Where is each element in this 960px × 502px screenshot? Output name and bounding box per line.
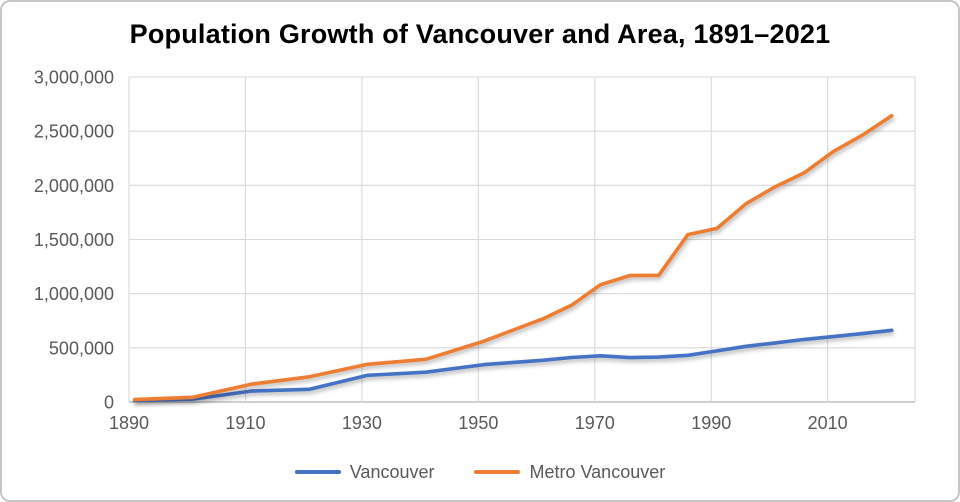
x-axis-tick-label: 1910: [225, 413, 265, 433]
x-axis-tick-label: 2010: [808, 413, 848, 433]
y-axis-tick-label: 500,000: [49, 338, 114, 358]
legend-label-metro-vancouver: Metro Vancouver: [529, 461, 666, 482]
x-axis-tick-label: 1890: [109, 413, 149, 433]
x-axis-tick-label: 1930: [342, 413, 382, 433]
x-axis-tick-label: 1950: [458, 413, 498, 433]
axis-tick-labels: 0 500,000 1,000,000 1,500,000 2,000,000 2,500…: [34, 68, 848, 434]
y-axis-tick-label: 1,500,000: [34, 230, 114, 250]
y-axis-tick-label: 2,000,000: [34, 176, 114, 196]
y-axis-tick-label: 2,500,000: [34, 122, 114, 142]
x-axis-tick-label: 1990: [691, 413, 731, 433]
metro-vancouver-line: [133, 113, 894, 402]
chart-title: Population Growth of Vancouver and Area,…: [129, 19, 831, 49]
legend-item-metro-vancouver: Metro Vancouver: [474, 462, 665, 483]
vancouver-line: [133, 328, 894, 403]
vancouver-line-swatch: [294, 470, 341, 474]
legend: Vancouver Metro Vancouver: [2, 455, 958, 489]
gridlines: [128, 76, 916, 403]
legend-label-vancouver: Vancouver: [349, 461, 435, 482]
y-axis-tick-label: 3,000,000: [34, 68, 114, 88]
legend-item-vancouver: Vancouver: [294, 461, 435, 483]
y-axis-tick-label: 0: [104, 393, 114, 413]
metro-vancouver-line-swatch: [474, 470, 521, 474]
x-axis-tick-label: 1970: [575, 413, 615, 433]
data-series: [133, 113, 894, 403]
y-axis-tick-label: 1,000,000: [34, 284, 114, 304]
